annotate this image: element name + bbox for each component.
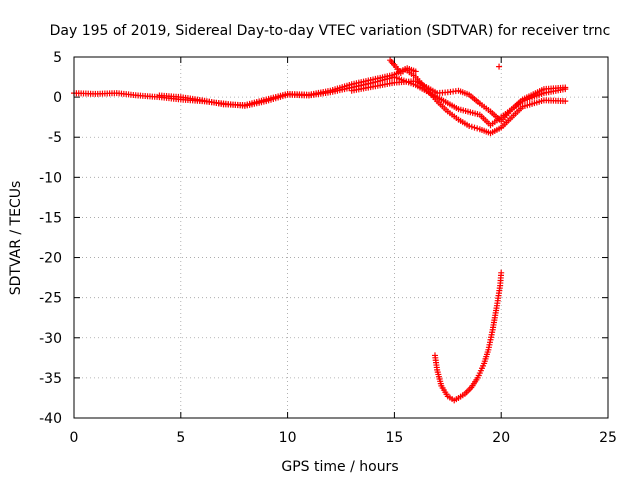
x-tick-label: 5	[176, 430, 185, 446]
y-tick-label: -25	[39, 291, 62, 307]
data-point	[562, 84, 569, 91]
x-tick-label: 25	[599, 430, 617, 446]
data-point	[498, 269, 505, 276]
data-point	[562, 98, 569, 105]
y-tick-label: -35	[39, 371, 62, 387]
y-tick-label: -30	[39, 331, 62, 347]
data-point	[412, 68, 419, 75]
y-axis-label: SDTVAR / TECUs	[8, 181, 24, 296]
y-tick-label: -20	[39, 251, 62, 267]
y-tick-label: 5	[53, 50, 62, 66]
x-tick-label: 10	[279, 430, 297, 446]
tick-labels: 0 5 10 15 20 25 5 0 -5 -10 -15 -20 -25 -30 -35 -40	[39, 50, 617, 446]
x-tick-label: 20	[492, 430, 510, 446]
y-tick-label: -5	[48, 130, 62, 146]
data-point	[466, 122, 473, 129]
data-point	[474, 125, 481, 132]
x-tick-label: 15	[385, 430, 403, 446]
data-point	[468, 123, 475, 130]
x-axis-label: GPS time / hours	[281, 459, 398, 475]
grid	[74, 57, 608, 418]
data-point	[496, 63, 503, 70]
data-point	[471, 124, 478, 131]
chart-title: Day 195 of 2019, Sidereal Day-to-day VTE…	[50, 23, 611, 39]
x-tick-label: 0	[70, 430, 79, 446]
y-tick-label: -10	[39, 170, 62, 186]
y-tick-label: -40	[39, 411, 62, 427]
y-tick-label: 0	[53, 90, 62, 106]
data-marks	[71, 57, 569, 404]
y-tick-label: -15	[39, 210, 62, 226]
axis-ticks	[73, 56, 609, 419]
plot-frame	[73, 56, 609, 419]
